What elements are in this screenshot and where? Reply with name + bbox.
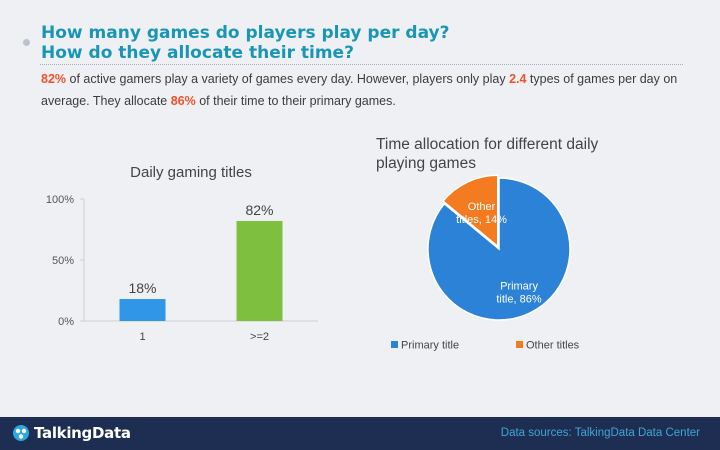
title-divider: [40, 64, 683, 65]
pie-chart-data-label-line1: Primary: [500, 281, 538, 293]
bar-chart-x-tick-label: 1: [139, 331, 145, 343]
brand-name: TalkingData: [34, 424, 131, 442]
pie-chart-legend-swatch: [516, 341, 523, 348]
bar-chart-bar: [119, 299, 166, 321]
pie-chart-data-label-line2: title, 86%: [496, 294, 541, 306]
page-title: How many games do players play per day? …: [41, 23, 450, 63]
pie-chart-legend-label: Primary title: [401, 340, 459, 352]
bar-chart-bar: [236, 220, 283, 321]
pie-chart-title-line1: Time allocation for different daily: [376, 136, 599, 153]
bar-chart-y-tick-label: 100%: [46, 194, 74, 206]
summary-highlight-active-gamers: 82%: [41, 72, 67, 86]
pie-chart-slice: [441, 174, 499, 248]
pie-chart-legend-label: Other titles: [526, 340, 580, 352]
footer-bar: TalkingData Data sources: TalkingData Da…: [0, 417, 720, 450]
summary-text-part3: of their time to their primary games.: [195, 94, 396, 108]
pie-chart-legend-swatch: [391, 341, 398, 348]
summary-text: 82% of active gamers play a variety of g…: [41, 68, 681, 112]
data-source-note: Data sources: TalkingData Data Center: [500, 427, 700, 439]
summary-text-part1: of active gamers play a variety of games…: [66, 72, 510, 86]
bar-chart-data-label: 82%: [245, 202, 273, 218]
pie-chart-data-label-line1: Other: [468, 201, 496, 213]
page-title-line1: How many games do players play per day?: [41, 23, 450, 43]
bar-chart-x-tick-label: >=2: [250, 331, 269, 343]
talkingdata-logo-icon: [13, 425, 29, 441]
bar-chart: Daily gaming titles 0% 50% 100% 18% 1 82% >=2: [46, 164, 318, 343]
bar-chart-y-tick-label: 50%: [52, 255, 74, 267]
summary-text-part2: types of games per day on average. They …: [41, 72, 678, 108]
title-bullet: [23, 39, 30, 46]
pie-chart-title-line2: playing games: [376, 155, 476, 172]
page-title-line2: How do they allocate their time?: [41, 43, 354, 63]
summary-highlight-game-types: 2.4: [509, 72, 527, 86]
bar-chart-data-label: 18%: [128, 280, 156, 296]
pie-chart-data-label-line2: titles, 14%: [456, 214, 507, 226]
brand-logo: TalkingData: [12, 424, 131, 442]
summary-highlight-time-share: 86%: [170, 94, 196, 108]
bar-chart-y-tick-label: 0%: [58, 316, 74, 328]
pie-chart-slice: [427, 177, 571, 321]
bar-chart-title: Daily gaming titles: [130, 164, 252, 181]
